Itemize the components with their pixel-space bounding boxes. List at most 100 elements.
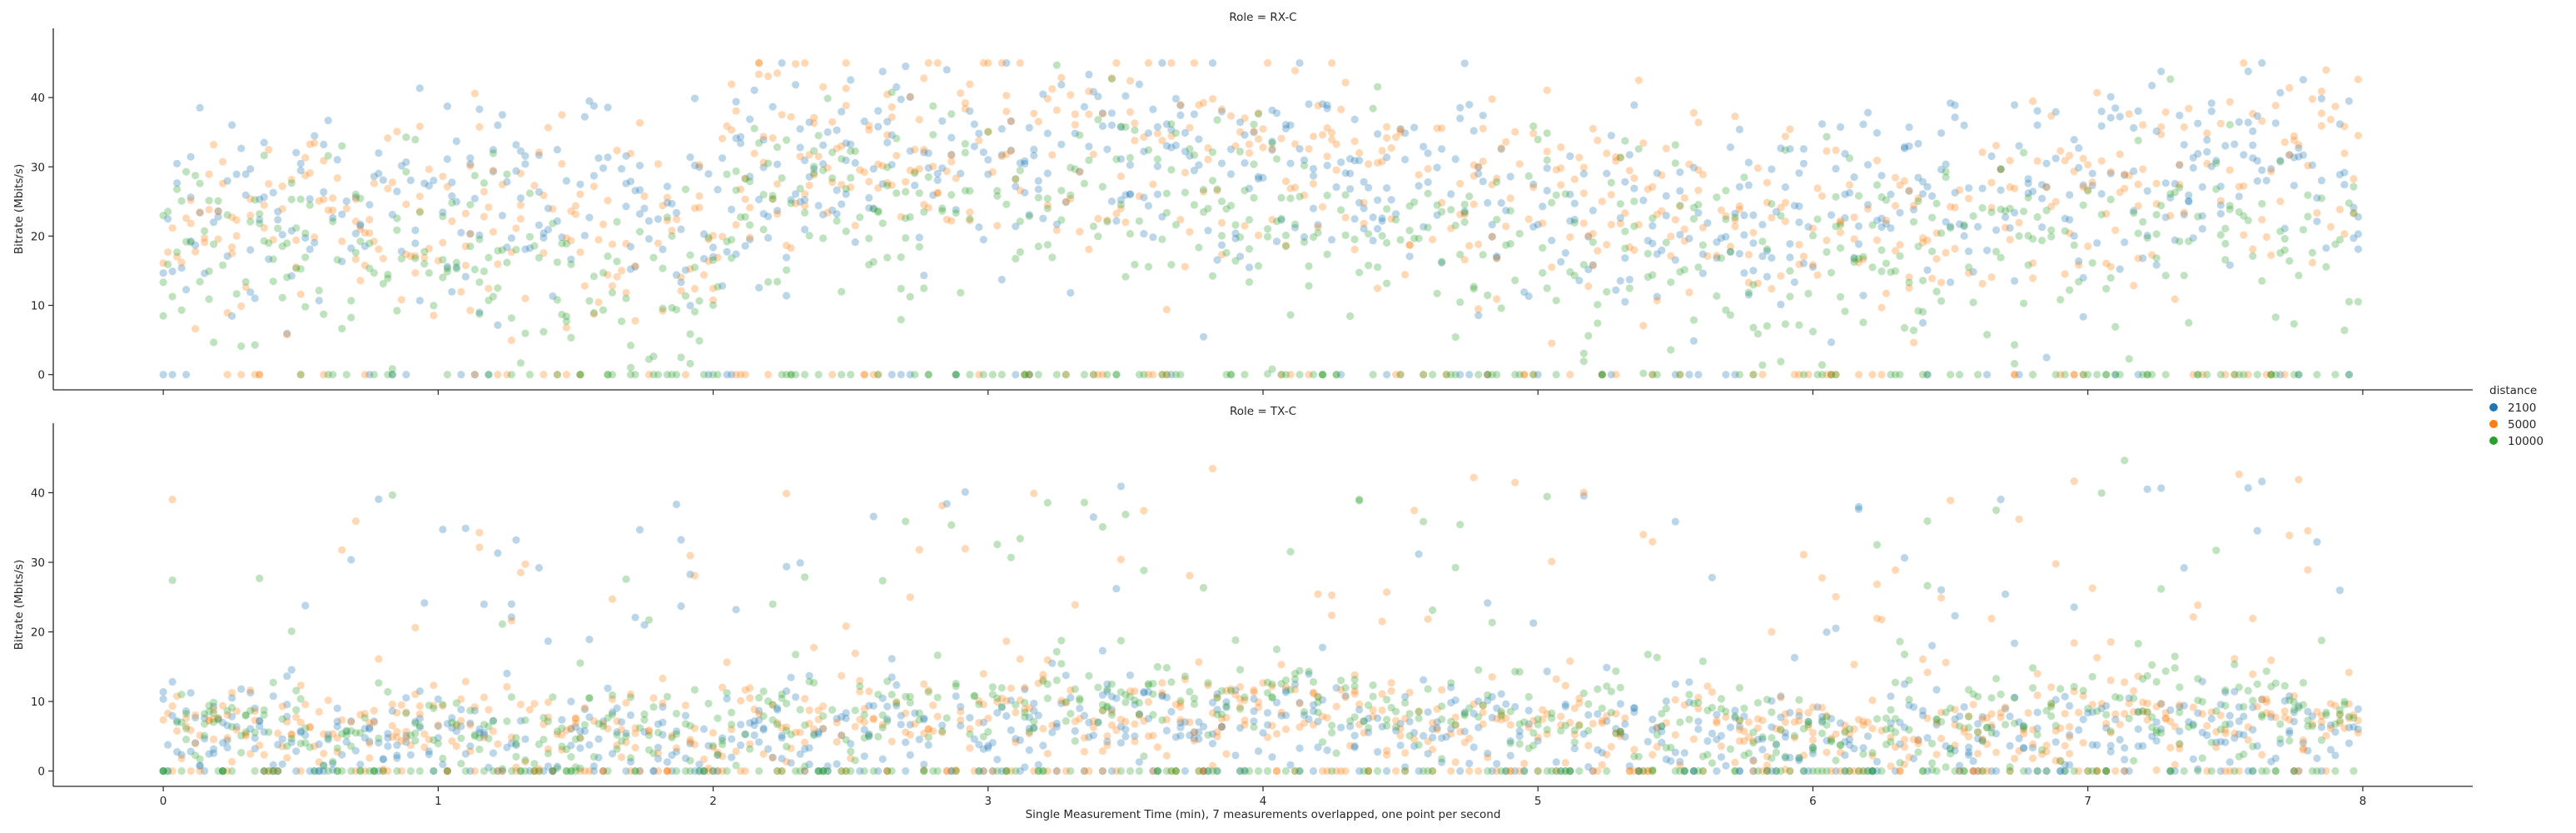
data-point xyxy=(415,84,424,92)
data-point xyxy=(402,709,410,717)
data-point xyxy=(1965,712,1973,721)
data-point xyxy=(2285,736,2294,745)
data-point xyxy=(1378,214,1386,222)
data-point xyxy=(1818,192,1827,200)
data-point xyxy=(975,719,983,727)
data-point xyxy=(1158,371,1166,379)
data-point xyxy=(2240,231,2248,239)
data-point xyxy=(1740,231,1748,239)
data-point xyxy=(516,147,525,155)
data-point xyxy=(1465,192,1474,201)
data-point xyxy=(1689,108,1698,117)
data-point xyxy=(1153,743,1161,751)
data-point xyxy=(411,226,420,235)
data-point xyxy=(2079,686,2087,695)
data-point xyxy=(1080,179,1088,187)
data-point xyxy=(287,227,296,235)
data-point xyxy=(1781,132,1789,141)
data-point xyxy=(2249,670,2257,679)
data-point xyxy=(1997,186,2005,194)
data-point xyxy=(1603,751,1611,759)
data-point xyxy=(1153,122,1161,131)
data-point xyxy=(1923,236,1932,244)
data-point xyxy=(1868,767,1877,776)
data-point xyxy=(530,767,539,776)
data-point xyxy=(1121,511,1130,519)
data-point xyxy=(2198,710,2206,718)
data-point xyxy=(750,149,758,157)
data-point xyxy=(1002,107,1011,116)
data-point xyxy=(269,255,277,263)
data-point xyxy=(626,371,635,379)
data-point xyxy=(1735,250,1743,258)
data-point xyxy=(1923,668,1932,676)
data-point xyxy=(2176,161,2184,169)
data-point xyxy=(833,718,841,727)
data-point xyxy=(439,208,447,217)
data-point xyxy=(306,245,314,253)
data-point xyxy=(1896,252,1904,260)
data-point xyxy=(489,716,498,726)
data-point xyxy=(553,296,562,304)
data-point xyxy=(466,230,475,238)
data-point xyxy=(1043,694,1052,703)
data-point xyxy=(1694,371,1703,379)
data-point xyxy=(1969,298,1977,307)
data-point xyxy=(608,288,617,297)
data-point xyxy=(457,734,465,742)
data-point xyxy=(838,671,846,680)
data-point xyxy=(1346,169,1355,177)
data-point xyxy=(1415,234,1423,242)
data-point xyxy=(1332,166,1340,174)
data-point xyxy=(2280,224,2289,232)
data-point xyxy=(801,208,809,217)
data-point xyxy=(2011,371,2019,379)
data-point xyxy=(1539,706,1547,714)
data-point xyxy=(1543,164,1551,172)
data-point xyxy=(1420,371,1428,379)
data-point xyxy=(2203,159,2211,168)
data-point xyxy=(1914,242,1922,251)
data-point xyxy=(1777,693,1785,702)
data-point xyxy=(1181,767,1189,776)
data-point xyxy=(1515,732,1524,741)
data-point xyxy=(1708,729,1716,738)
data-point xyxy=(567,697,575,706)
data-point xyxy=(210,709,218,717)
data-point xyxy=(448,192,456,200)
data-point xyxy=(594,735,603,743)
data-point xyxy=(1016,159,1024,167)
data-point xyxy=(1579,349,1588,357)
data-point xyxy=(2056,685,2065,693)
data-point xyxy=(1813,371,1822,379)
data-point xyxy=(1708,703,1716,712)
data-point xyxy=(457,760,465,768)
data-point xyxy=(1277,371,1286,379)
data-point xyxy=(1625,167,1634,175)
x-tick-label: 2 xyxy=(709,795,717,808)
data-point xyxy=(1698,241,1707,249)
data-point xyxy=(2317,717,2325,726)
data-point xyxy=(544,226,553,234)
data-point xyxy=(842,59,850,67)
data-point xyxy=(1671,696,1679,704)
data-point xyxy=(585,97,594,105)
data-point xyxy=(2171,664,2179,672)
data-point xyxy=(1506,721,1514,729)
data-point xyxy=(759,158,768,167)
data-point xyxy=(237,302,246,311)
data-point xyxy=(1639,197,1648,205)
data-point xyxy=(1281,121,1290,129)
data-point xyxy=(2340,724,2349,732)
data-point xyxy=(292,236,301,244)
data-point xyxy=(1268,365,1276,373)
data-point xyxy=(1012,738,1020,746)
data-point xyxy=(1470,200,1478,208)
data-point xyxy=(1350,137,1359,146)
data-point xyxy=(1896,181,1904,189)
data-point xyxy=(553,217,562,226)
data-point xyxy=(347,313,356,322)
data-point xyxy=(2102,259,2111,267)
data-point xyxy=(1584,265,1593,274)
data-point xyxy=(2304,566,2312,574)
